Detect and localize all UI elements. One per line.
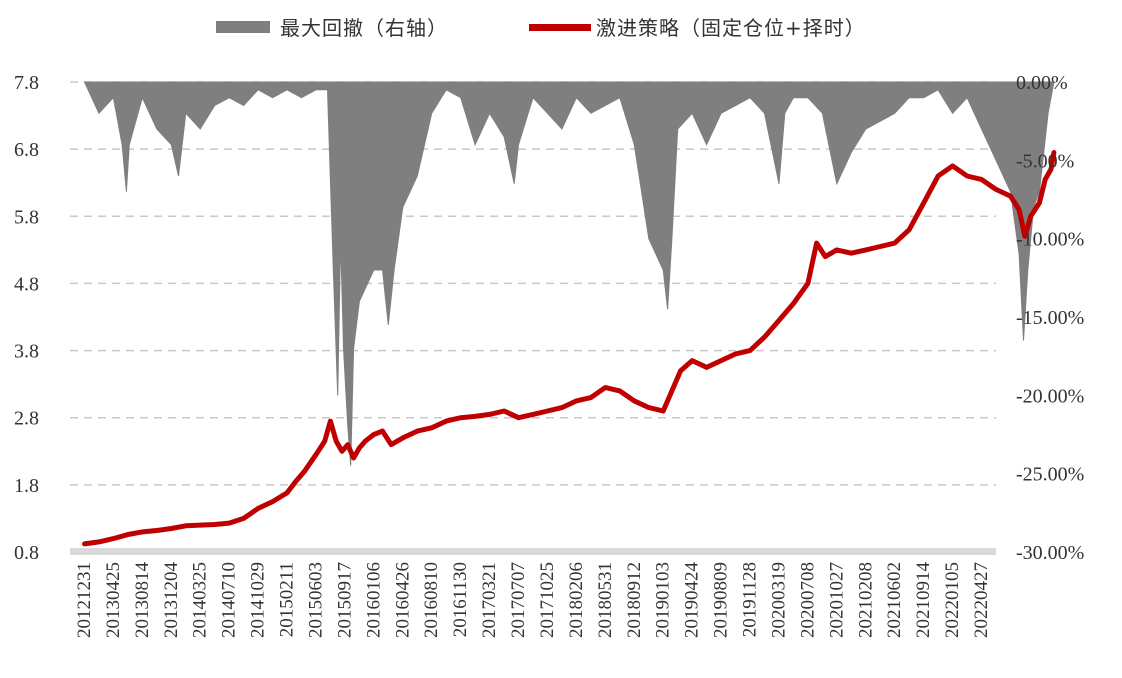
x-tick-label: 20160106 — [363, 562, 384, 638]
x-tick-label: 20160810 — [421, 562, 442, 638]
x-tick-label: 20121231 — [74, 562, 95, 638]
legend: 最大回撤（右轴） 激进策略（固定仓位+择时） — [216, 16, 866, 40]
legend-label-drawdown: 最大回撤（右轴） — [280, 16, 448, 40]
x-tick-label: 20201027 — [826, 562, 847, 638]
right-tick-label: -30.00% — [1016, 542, 1084, 564]
left-tick-label: 5.8 — [14, 206, 39, 228]
legend-swatch-drawdown — [216, 21, 270, 33]
x-tick-label: 20190809 — [711, 562, 732, 638]
legend-swatch-strategy — [529, 24, 591, 31]
x-tick-label: 20131204 — [161, 562, 182, 639]
x-tick-label: 20160426 — [392, 562, 413, 638]
left-tick-label: 1.8 — [14, 475, 39, 497]
x-tick-label: 20140710 — [219, 562, 240, 638]
x-tick-label: 20220105 — [942, 562, 963, 638]
x-tick-label: 20150211 — [277, 562, 298, 637]
x-axis-ticks: 20121231 20130425 20130814 20131204 20140325… — [74, 562, 992, 639]
right-tick-label: -20.00% — [1016, 385, 1084, 407]
left-axis-ticks: 0.8 1.8 2.8 3.8 4.8 5.8 6.8 7.8 — [14, 72, 39, 564]
left-tick-label: 4.8 — [14, 273, 39, 295]
x-tick-label: 20130425 — [103, 562, 124, 638]
right-tick-label: 0.00% — [1016, 72, 1068, 94]
x-tick-label: 20200708 — [797, 562, 818, 638]
drawdown-area-layer — [83, 81, 1055, 466]
drawdown-area — [83, 81, 1055, 466]
right-axis-ticks: 0.00% -5.00% -10.00% -15.00% -20.00% -25.00% -… — [1016, 72, 1084, 564]
x-tick-label: 20180531 — [595, 562, 616, 638]
x-tick-label: 20161130 — [450, 562, 471, 637]
x-tick-label: 20150603 — [305, 562, 326, 638]
x-tick-label: 20170707 — [508, 562, 529, 638]
left-tick-label: 0.8 — [14, 542, 39, 564]
x-tick-label: 20180912 — [624, 562, 645, 638]
legend-label-strategy: 激进策略（固定仓位+择时） — [596, 16, 866, 40]
strategy-line-layer — [82, 150, 1057, 547]
left-tick-label: 3.8 — [14, 341, 39, 363]
x-axis-baseline — [70, 548, 996, 555]
x-tick-label: 20191128 — [740, 562, 761, 637]
x-tick-label: 20210602 — [884, 562, 905, 638]
x-tick-label: 20140325 — [190, 562, 211, 638]
x-tick-label: 20190424 — [682, 562, 703, 639]
x-tick-label: 20190103 — [653, 562, 674, 638]
x-tick-label: 20220427 — [971, 562, 992, 638]
left-tick-label: 2.8 — [14, 408, 39, 430]
x-tick-label: 20210208 — [855, 562, 876, 638]
right-tick-label: -10.00% — [1016, 229, 1084, 251]
x-tick-label: 20170321 — [479, 562, 500, 638]
x-tick-label: 20171025 — [537, 562, 558, 638]
x-tick-label: 20210914 — [913, 562, 934, 639]
strategy-line — [82, 150, 1057, 547]
x-tick-label: 20141029 — [248, 562, 269, 638]
right-tick-label: -25.00% — [1016, 464, 1084, 486]
x-tick-label: 20180206 — [566, 562, 587, 638]
left-tick-label: 6.8 — [14, 139, 39, 161]
gridlines — [70, 81, 996, 553]
left-tick-label: 7.8 — [14, 72, 39, 94]
right-tick-label: -5.00% — [1016, 150, 1074, 172]
x-tick-label: 20130814 — [132, 562, 153, 639]
x-tick-label: 20200319 — [768, 562, 789, 638]
right-tick-label: -15.00% — [1016, 307, 1084, 329]
x-tick-label: 20150917 — [334, 562, 355, 638]
